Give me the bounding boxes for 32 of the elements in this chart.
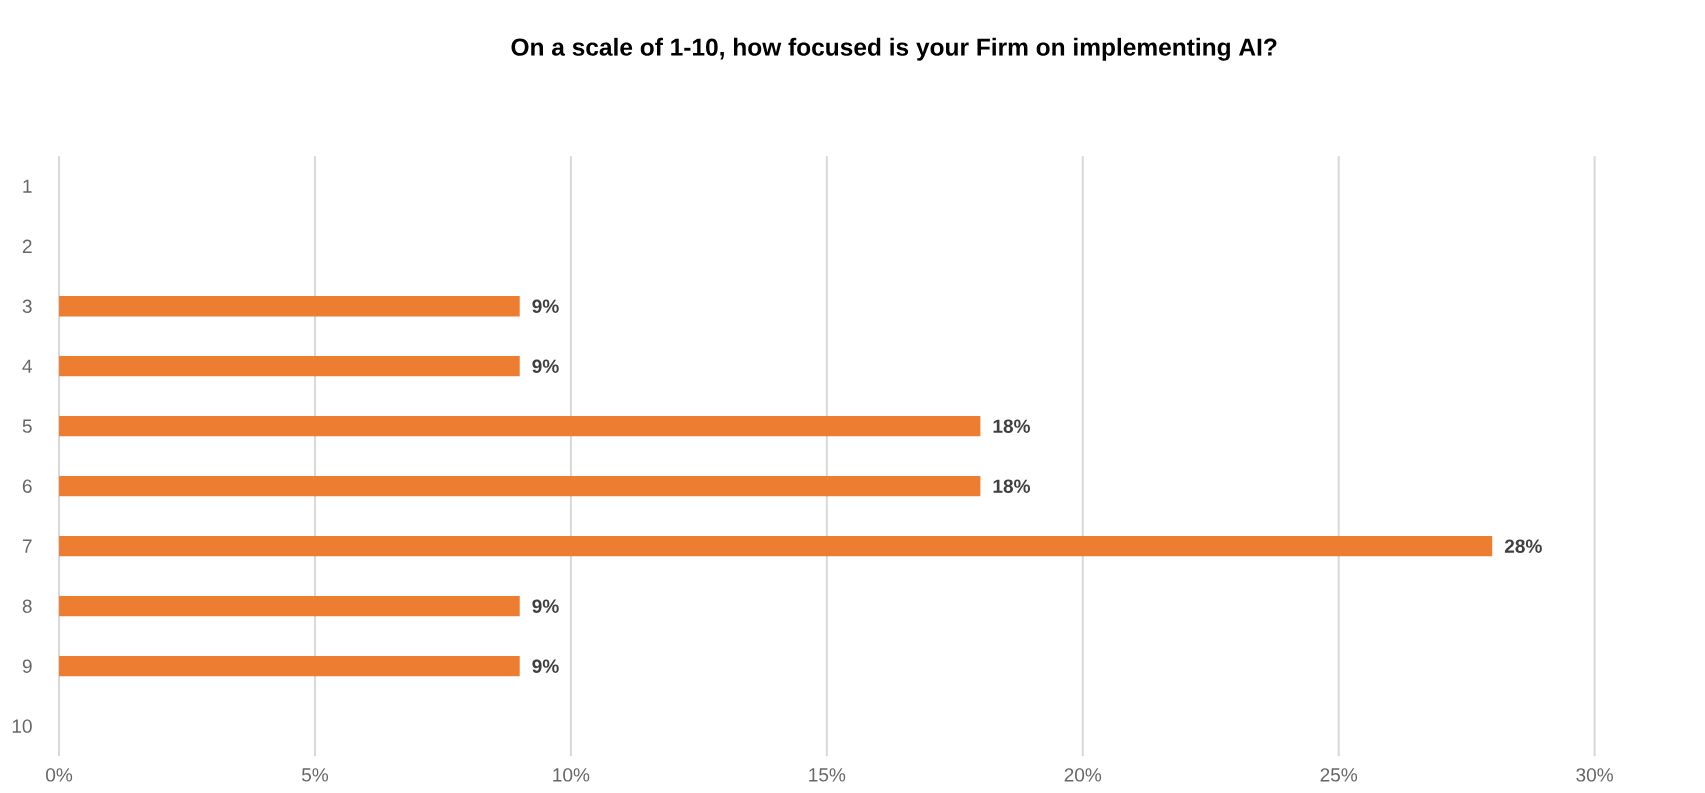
y-tick-label: 2: [22, 239, 32, 253]
y-tick-label: 6: [22, 479, 32, 493]
chart-title: On a scale of 1-10, how focused is your Firm on implementing AI?: [511, 37, 1277, 61]
y-tick-label: 3: [22, 299, 32, 313]
data-label: 18%: [993, 419, 1030, 433]
x-tick-label: 30%: [1576, 768, 1613, 782]
bar: [59, 596, 520, 617]
y-tick-label: 10: [12, 719, 32, 733]
x-tick-label: 10%: [553, 768, 590, 782]
data-label: 9%: [532, 599, 559, 613]
y-tick-label: 8: [22, 599, 32, 613]
data-label: 9%: [532, 299, 559, 313]
data-label: 9%: [532, 659, 559, 673]
data-label: 28%: [1504, 539, 1542, 553]
bar: [59, 296, 520, 317]
data-label: 18%: [993, 479, 1030, 493]
x-tick-label: 25%: [1320, 768, 1358, 782]
x-tick-label: 5%: [301, 768, 329, 782]
y-tick-label: 7: [22, 539, 32, 553]
y-tick-label: 4: [22, 359, 32, 373]
x-tick-label: 0%: [46, 768, 73, 782]
data-label: 9%: [532, 359, 559, 373]
bar: [59, 416, 981, 437]
x-tick-label: 15%: [809, 768, 846, 782]
y-tick-label: 9: [22, 659, 32, 673]
bar: [59, 476, 981, 497]
x-tick-label: 20%: [1064, 768, 1102, 782]
bar: [59, 356, 520, 377]
bar: [59, 656, 520, 677]
y-tick-label: 5: [22, 419, 32, 433]
y-tick-label: 1: [23, 179, 32, 193]
bar: [59, 536, 1493, 557]
